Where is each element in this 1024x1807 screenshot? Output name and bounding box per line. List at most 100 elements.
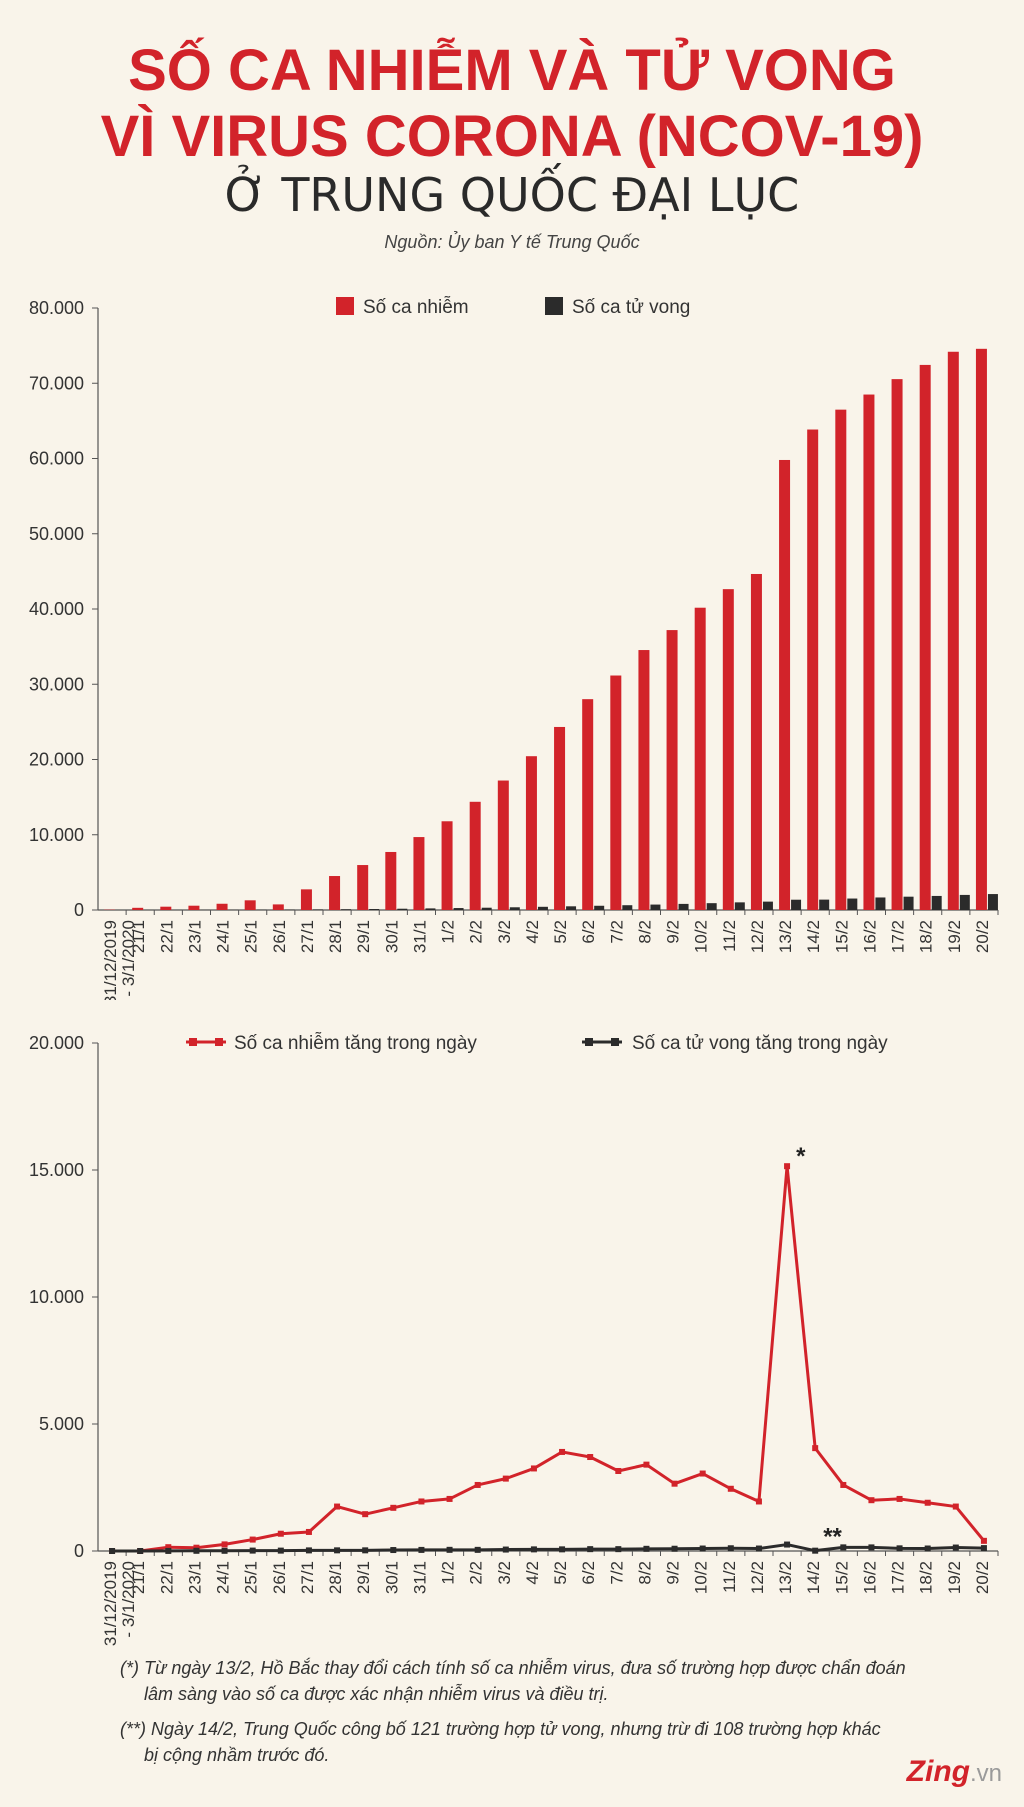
x-tick-label: 15/2 [832, 920, 851, 953]
legend-marker-deaths [585, 1038, 593, 1046]
y-tick-label: 20.000 [29, 1033, 84, 1053]
x-tick-label-line: 18/2 [917, 920, 936, 953]
bar-deaths [566, 906, 577, 910]
x-tick-label: 29/1 [354, 920, 373, 953]
x-tick-label-line: 5/2 [551, 920, 570, 944]
x-tick-label-line: 15/2 [832, 1561, 851, 1594]
x-tick-label-line: 28/1 [326, 920, 345, 953]
point-infected [446, 1495, 453, 1502]
bar-infected [807, 429, 819, 910]
x-tick-label-line: 1/2 [439, 920, 458, 944]
x-tick-label: 3/2 [495, 920, 514, 944]
x-tick-label: 12/2 [748, 920, 767, 953]
x-tick-label-line: 2/2 [467, 1561, 486, 1585]
x-tick-label: 10/2 [692, 1561, 711, 1594]
x-tick-label: 18/2 [917, 1561, 936, 1594]
x-tick-label: 1/2 [439, 1561, 458, 1585]
point-deaths [334, 1547, 341, 1554]
x-tick-label-line: 7/2 [607, 920, 626, 944]
x-tick-label-line: 25/1 [242, 920, 261, 953]
x-tick-label: 4/2 [523, 920, 542, 944]
point-infected [530, 1465, 537, 1472]
y-tick-label: 10.000 [29, 1287, 84, 1307]
x-tick-label: 5/2 [551, 920, 570, 944]
x-tick-label: 6/2 [579, 920, 598, 944]
x-tick-label: 24/1 [214, 1561, 233, 1594]
x-tick-label-line: 11/2 [720, 920, 739, 952]
point-deaths [924, 1545, 931, 1552]
bar-infected [891, 379, 903, 910]
x-tick-label-line: 29/1 [354, 1561, 373, 1594]
x-tick-label: 28/1 [326, 920, 345, 953]
x-tick-label-line: 20/2 [973, 1561, 992, 1594]
point-deaths [952, 1544, 959, 1551]
footnote-2-line-1: (**) Ngày 14/2, Trung Quốc công bố 121 t… [120, 1719, 881, 1739]
bar-infected [272, 904, 284, 910]
x-tick-label: 30/1 [382, 920, 401, 953]
bar-deaths [369, 909, 380, 910]
annotation-marker: ** [823, 1524, 842, 1551]
x-tick-label-line: 13/2 [776, 920, 795, 953]
x-tick-label-line: 23/1 [185, 1561, 204, 1594]
x-tick-label: 13/2 [776, 1561, 795, 1594]
x-tick-label-line: 14/2 [804, 920, 823, 953]
bar-deaths [425, 908, 436, 910]
bar-deaths [706, 903, 717, 910]
x-tick-label-line: 11/2 [720, 1561, 739, 1593]
annotation-marker: * [796, 1143, 806, 1170]
legend-label-infected: Số ca nhiễm [363, 296, 469, 318]
x-tick-label-line: 21/1 [129, 920, 148, 953]
point-infected [615, 1467, 622, 1474]
x-tick-label: 15/2 [832, 1561, 851, 1594]
point-deaths [277, 1547, 284, 1554]
bar-deaths [762, 901, 773, 910]
x-tick-label-line: 31/12/2019 [101, 1561, 120, 1646]
bar-deaths [341, 909, 352, 910]
x-tick-label-line: 20/2 [973, 920, 992, 953]
point-infected [812, 1445, 819, 1452]
x-tick-label: 31/12/2019- 3/1/2020 [101, 920, 138, 1000]
x-tick-label: 22/1 [157, 920, 176, 953]
point-infected [502, 1475, 509, 1482]
x-tick-label: 11/2 [720, 1561, 739, 1593]
x-tick-label-line: 5/2 [551, 1561, 570, 1585]
bar-infected [385, 851, 397, 910]
bar-infected [779, 459, 791, 910]
legend-marker-infected [189, 1038, 197, 1046]
subtitle: Ở TRUNG QUỐC ĐẠI LỤC [224, 168, 800, 222]
point-deaths [559, 1546, 566, 1553]
x-tick-label-line: 27/1 [298, 1561, 317, 1594]
bar-deaths [312, 909, 323, 910]
x-tick-label: 21/1 [129, 920, 148, 953]
bar-infected [357, 865, 369, 910]
legend-label-deaths: Số ca tử vong [572, 297, 690, 318]
point-infected [277, 1530, 284, 1537]
point-deaths [980, 1545, 987, 1552]
x-tick-label-line: 21/1 [129, 1561, 148, 1594]
point-deaths [587, 1546, 594, 1553]
line-deaths-daily [112, 1543, 984, 1553]
x-tick-label: 9/2 [664, 920, 683, 944]
x-tick-label-line: 1/2 [439, 1561, 458, 1585]
x-tick-label-line: - 3/1/2020 [119, 1561, 138, 1638]
bar-deaths [594, 905, 605, 910]
logo-brand: Zing [906, 1755, 970, 1788]
point-deaths [812, 1547, 819, 1554]
x-tick-label-line: 16/2 [860, 920, 879, 953]
x-tick-label-line: 10/2 [692, 920, 711, 953]
x-tick-label: 3/2 [495, 1561, 514, 1585]
point-infected [334, 1503, 341, 1510]
x-tick-label: 10/2 [692, 920, 711, 953]
bar-infected [750, 573, 762, 910]
bar-infected [863, 394, 875, 911]
x-tick-label-line: 19/2 [945, 1561, 964, 1594]
bar-infected [469, 801, 481, 910]
bar-infected [216, 903, 228, 910]
x-tick-label-line: 8/2 [635, 1561, 654, 1585]
x-tick-label-line: 31/12/2019 [101, 920, 120, 1000]
x-tick-label-line: 26/1 [270, 1561, 289, 1594]
point-infected [418, 1498, 425, 1505]
x-tick-label: 16/2 [860, 1561, 879, 1594]
bar-deaths [819, 899, 830, 910]
x-tick-label: 31/1 [410, 1561, 429, 1594]
